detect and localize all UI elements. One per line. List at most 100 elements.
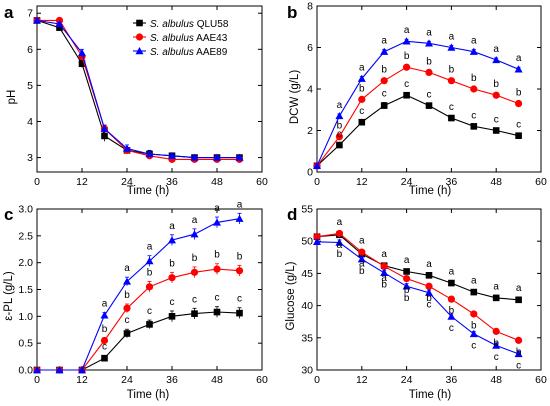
panel-d-point-aae43-1 bbox=[335, 229, 343, 238]
panel-b-xtick-label-5: 60 bbox=[535, 176, 547, 188]
panel-d-sig-4-1: b bbox=[426, 293, 432, 304]
panel-c-line-aae43 bbox=[37, 268, 240, 371]
panel-d-point-qlu58-9 bbox=[515, 296, 522, 304]
panel-b-point-qlu58-5 bbox=[425, 102, 433, 109]
panel-b-point-aae89-2 bbox=[357, 74, 366, 82]
panel-c-xtick-label-4: 48 bbox=[211, 374, 223, 386]
panel-b-sig-0-1: b bbox=[337, 121, 343, 132]
panel-b-ytick-label-1: 2 bbox=[307, 125, 313, 137]
panel-d-sig-3-1: b bbox=[404, 285, 410, 296]
panel-d-point-aae43-6 bbox=[447, 295, 455, 303]
panel-c-sig-1-1: b bbox=[124, 290, 130, 301]
panel-d-ytick-label-0: 30 bbox=[301, 365, 313, 377]
legend-marker-aae43 bbox=[135, 33, 144, 41]
panel-d-sig-7-1: b bbox=[493, 338, 499, 349]
panel-b-sig-5-2: c bbox=[449, 102, 454, 113]
panel-c-sig-2-0: a bbox=[147, 242, 153, 253]
panel-a-point-aae89-3 bbox=[100, 124, 109, 132]
panel-b-point-aae89-5 bbox=[425, 39, 433, 47]
panel-d-series-aae43 bbox=[313, 229, 523, 344]
panel-b-sig-2-2: c bbox=[382, 88, 387, 99]
panel-b-point-aae43-5 bbox=[425, 68, 433, 76]
panel-c-ylabel: ε-PL (g/L) bbox=[3, 271, 15, 321]
panel-b-sig-7-2: c bbox=[494, 114, 499, 125]
panel-a-point-aae89-7 bbox=[190, 153, 199, 161]
panel-c-sig-2-1: b bbox=[147, 267, 153, 278]
panel-d-sig-7-2: c bbox=[494, 352, 499, 363]
panel-c-sig-1-2: c bbox=[125, 315, 130, 326]
panel-a-point-aae89-6 bbox=[168, 151, 176, 159]
panel-a-ytick-label-4: 7 bbox=[27, 8, 33, 20]
panel-b-point-aae89-1 bbox=[335, 111, 344, 120]
legend-strain-1: AAE43 bbox=[196, 33, 228, 44]
panel-a-frame bbox=[36, 5, 263, 173]
panel-a-letter: a bbox=[4, 3, 14, 22]
panel-a-point-aae89-5 bbox=[145, 149, 154, 158]
panel-d-letter: d bbox=[287, 205, 297, 224]
legend-species-0: S. albulus bbox=[150, 19, 194, 30]
panel-d-point-aae89-8 bbox=[492, 341, 501, 349]
panel-d-sig-7-0: a bbox=[493, 281, 499, 292]
panel-b-sig-1-2: c bbox=[359, 106, 364, 117]
panel-c-sig-0-2: c bbox=[102, 342, 107, 353]
panel-b-ytick-label-4: 8 bbox=[307, 1, 313, 13]
panel-b-ytick-label-3: 6 bbox=[307, 42, 313, 54]
panel-a-xtick-label-3: 36 bbox=[166, 176, 178, 188]
panel-b-sig-1-0: a bbox=[359, 63, 365, 74]
panel-b-sig-0-2: c bbox=[337, 129, 342, 140]
panel-c-point-aae89-7 bbox=[190, 230, 199, 238]
panel-c-sig-5-1: b bbox=[214, 250, 220, 261]
panel-a-point-qlu58-1 bbox=[56, 24, 63, 31]
panel-d-sig-2-2: b bbox=[381, 279, 387, 290]
panel-a-line-aae89 bbox=[36, 19, 240, 159]
panel-b-sig-6-2: c bbox=[471, 110, 476, 121]
panel-d-point-aae89-1 bbox=[335, 238, 344, 246]
panel-c-sig-0-0: a bbox=[102, 299, 108, 310]
legend-marker-qlu58 bbox=[136, 19, 143, 27]
panel-b-point-aae89-4 bbox=[402, 37, 411, 45]
panel-c-sig-4-2: c bbox=[192, 294, 197, 305]
panel-c-xtick-label-0: 0 bbox=[34, 374, 40, 386]
legend-species-1: S. albulus bbox=[150, 33, 194, 44]
panel-d-point-aae43-7 bbox=[470, 310, 478, 318]
panel-d-sig-5-1: b bbox=[449, 306, 455, 317]
panel-b-xlabel: Time (h) bbox=[409, 185, 452, 197]
panel-b-sig-4-0: a bbox=[426, 27, 432, 38]
panel-d-point-aae43-9 bbox=[515, 336, 523, 344]
panel-d-sig-0-2: b bbox=[337, 249, 343, 260]
panel-b-series-qlu58 bbox=[313, 91, 522, 170]
panel-d-point-aae89-6 bbox=[447, 312, 456, 320]
panel-c-xtick-label-3: 36 bbox=[166, 374, 178, 386]
legend-strain-0: QLU58 bbox=[197, 19, 229, 30]
panel-b-sig-8-1: b bbox=[516, 87, 522, 98]
panel-d-sig-1-1: a bbox=[359, 259, 365, 270]
panel-c-point-aae89-9 bbox=[235, 214, 244, 222]
panel-b-sig-3-0: a bbox=[404, 25, 410, 36]
panel-c-ytick-label-3: 1.5 bbox=[18, 284, 33, 296]
panel-b-line-aae43 bbox=[316, 66, 519, 167]
panel-d: d Glucose (g/L) Time (h) 0 12 24 36 48 60 30 35… bbox=[285, 204, 547, 402]
panel-d-sig-0-0: a bbox=[337, 217, 343, 228]
svg-text:S. albulus AAE89: S. albulus AAE89 bbox=[150, 47, 228, 58]
panel-c-sig-4-1: b bbox=[192, 253, 198, 264]
panel-b-point-aae43-1 bbox=[335, 133, 343, 141]
panel-b-sig-7-1: b bbox=[493, 79, 499, 90]
panel-c-line-aae89 bbox=[37, 218, 240, 371]
panel-d-ytick-label-5: 55 bbox=[301, 204, 313, 216]
panel-d-series-qlu58 bbox=[313, 231, 522, 304]
panel-b-point-aae43-2 bbox=[358, 95, 366, 103]
panel-d-point-qlu58-5 bbox=[425, 272, 433, 279]
panel-d-sig-8-1: b bbox=[516, 347, 522, 358]
panel-b-point-aae43-3 bbox=[380, 77, 388, 85]
panel-c-ytick-label-5: 2.5 bbox=[18, 230, 33, 242]
panel-d-point-aae43-8 bbox=[492, 327, 500, 335]
panel-b-point-aae89-7 bbox=[469, 47, 478, 55]
panel-b-point-aae89-6 bbox=[447, 43, 456, 51]
panel-c-sig-5-2: c bbox=[215, 293, 220, 304]
panel-d-xlabel: Time (h) bbox=[409, 389, 452, 401]
panel-b-point-qlu58-6 bbox=[448, 114, 455, 122]
panel-d-sig-1-2: b bbox=[359, 266, 365, 277]
panel-d-sig-3-0: a bbox=[404, 255, 410, 266]
panel-c-sig-5-0: a bbox=[214, 203, 220, 214]
panel-c-plot-area: 0 12 24 36 48 600.00.51.01.52.02.53.0abcabcab… bbox=[18, 199, 268, 386]
